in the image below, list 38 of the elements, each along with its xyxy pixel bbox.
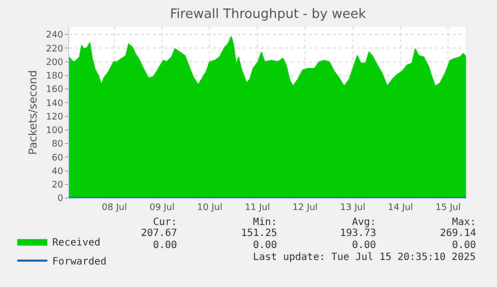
text: Min:	[253, 217, 278, 228]
y-tick-label: 60	[52, 153, 64, 164]
text: Avg:	[352, 217, 376, 228]
x-tick-label: 14 Jul	[388, 202, 414, 213]
y-tick-label: 80	[52, 140, 64, 150]
y-tick-label: 0	[57, 194, 64, 204]
y-tick-label: 120	[46, 112, 64, 122]
text: 193.73	[340, 228, 376, 239]
y-tick-label: 40	[52, 166, 64, 177]
y-tick-label: 160	[46, 85, 64, 96]
text: 0.00	[352, 240, 376, 251]
legend-label: Received	[52, 238, 100, 249]
text: 0.00	[452, 240, 476, 251]
x-tick-label: 09 Jul	[149, 202, 175, 213]
x-tick-label: 12 Jul	[292, 202, 318, 213]
x-tick-label: 08 Jul	[102, 202, 127, 213]
text: 269.14	[440, 228, 476, 239]
text: Last update: Tue Jul 15 20:35:10 2025	[253, 252, 476, 263]
text: Max:	[452, 217, 476, 228]
text: 207.67	[141, 228, 178, 239]
x-tick-label: 13 Jul	[340, 202, 366, 213]
x-tick-label: 15 Jul	[436, 202, 461, 213]
x-tick-label: 10 Jul	[197, 202, 222, 213]
y-tick-label: 240	[46, 30, 64, 41]
y-tick-label: 20	[52, 180, 64, 191]
y-tick-label: 180	[46, 72, 64, 82]
x-tick-label: 11 Jul	[244, 202, 270, 213]
text: 0.00	[253, 240, 278, 251]
y-tick-label: 140	[46, 98, 64, 109]
y-axis-title: Packets/second	[26, 70, 40, 155]
text: 151.25	[241, 228, 278, 239]
text: Cur:	[153, 217, 178, 228]
y-tick-label: 100	[46, 126, 64, 136]
y-tick-label: 220	[46, 44, 64, 54]
legend-label: Forwarded	[52, 256, 106, 268]
chart-title: Firewall Throughput - by week	[170, 7, 366, 22]
text: 0.00	[153, 240, 178, 251]
y-tick-label: 200	[46, 58, 64, 68]
